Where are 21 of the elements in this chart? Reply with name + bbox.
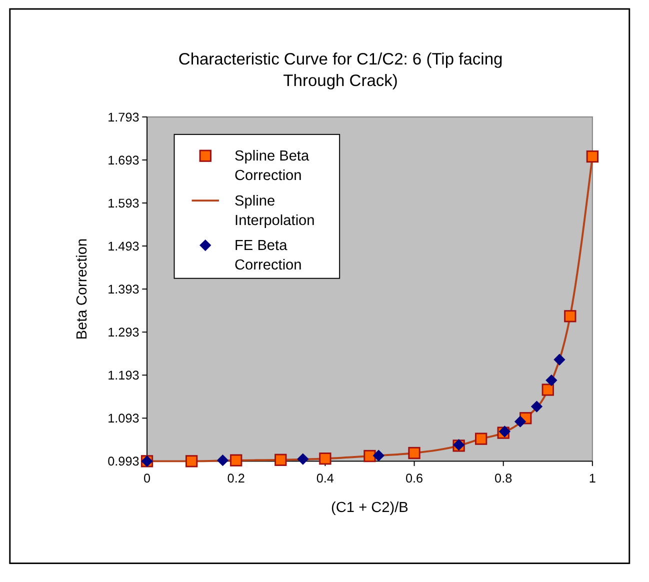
y-tick-label: 1.193 bbox=[108, 368, 140, 383]
y-tick-label: 1.693 bbox=[108, 153, 140, 168]
legend-label: FE Beta Correction bbox=[234, 238, 302, 274]
y-tick-label: 1.493 bbox=[108, 239, 140, 254]
legend-label: Spline Beta Correction bbox=[234, 148, 310, 184]
y-tick-label: 1.793 bbox=[108, 110, 140, 124]
x-tick-label: 0 bbox=[144, 472, 151, 486]
legend-label: Spline Interpolation bbox=[234, 193, 315, 229]
y-axis-title: Beta Correction bbox=[74, 238, 91, 340]
y-tick-label: 0.993 bbox=[108, 454, 140, 469]
x-tick-label: 0.2 bbox=[227, 472, 245, 486]
x-tick-label: 0.8 bbox=[494, 472, 512, 486]
y-tick-label: 1.293 bbox=[108, 326, 140, 340]
x-tick-label: 0.4 bbox=[316, 472, 334, 486]
y-tick-label: 1.093 bbox=[108, 412, 140, 426]
x-axis-title: (C1 + C2)/B bbox=[331, 500, 408, 516]
x-tick-label: 0.6 bbox=[405, 472, 424, 486]
y-tick-label: 1.593 bbox=[108, 196, 140, 210]
x-tick-label: 1 bbox=[588, 472, 596, 486]
y-tick-label: 1.393 bbox=[108, 282, 140, 296]
chart-title: Characteristic Curve for C1/C2: 6 (Tip facing Through Crack) bbox=[178, 49, 503, 90]
